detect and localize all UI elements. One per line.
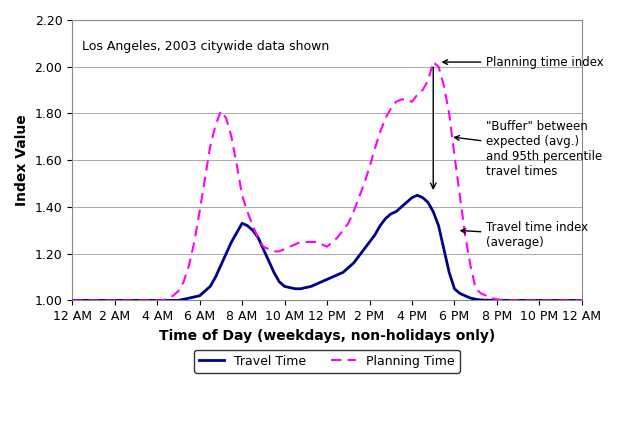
Text: Planning time index: Planning time index	[443, 56, 604, 69]
Text: Travel time index
(average): Travel time index (average)	[461, 221, 588, 249]
Legend: Travel Time, Planning Time: Travel Time, Planning Time	[194, 350, 460, 373]
X-axis label: Time of Day (weekdays, non-holidays only): Time of Day (weekdays, non-holidays only…	[159, 329, 495, 343]
Text: "Buffer" between
expected (avg.)
and 95th percentile
travel times: "Buffer" between expected (avg.) and 95t…	[454, 120, 603, 178]
Y-axis label: Index Value: Index Value	[15, 115, 29, 206]
Text: Los Angeles, 2003 citywide data shown: Los Angeles, 2003 citywide data shown	[82, 40, 329, 53]
